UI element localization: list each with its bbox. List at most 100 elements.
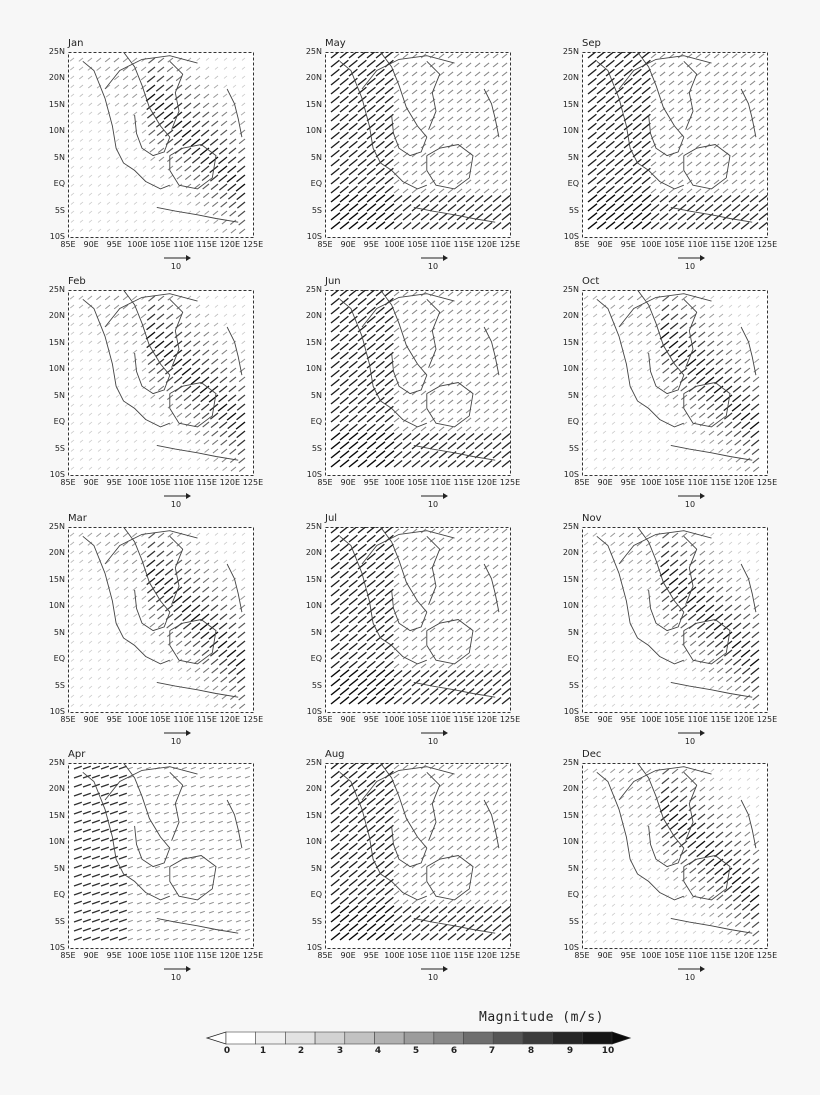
wind-arrow — [587, 77, 597, 86]
lon-tick-label: 90E — [597, 715, 613, 724]
wind-arrow — [638, 867, 643, 871]
wind-arrow — [420, 442, 430, 450]
wind-arrow — [662, 376, 670, 382]
wind-arrow — [87, 304, 93, 309]
wind-arrow — [420, 363, 427, 369]
wind-arrow — [483, 564, 490, 570]
wind-arrow — [97, 694, 102, 698]
wind-arrow — [678, 831, 688, 840]
wind-arrow — [182, 385, 192, 393]
wind-arrow — [185, 658, 192, 664]
wind-arrow — [501, 555, 508, 561]
wind-arrow — [673, 403, 679, 408]
wind-arrow — [611, 349, 616, 353]
wind-arrow — [73, 801, 83, 806]
wind-arrow — [91, 801, 101, 806]
wind-arrow — [411, 80, 418, 86]
wind-arrow — [605, 221, 616, 230]
wind-arrow — [411, 116, 418, 122]
wind-arrow — [614, 59, 624, 68]
wind-arrow — [145, 811, 151, 815]
wind-arrow — [193, 102, 201, 109]
wind-arrow — [584, 831, 589, 835]
wind-arrow — [339, 624, 349, 633]
wind-arrow — [348, 396, 358, 405]
wind-arrow — [465, 836, 472, 842]
wind-arrow — [232, 84, 237, 88]
wind-arrow — [602, 358, 607, 362]
wind-arrow — [492, 818, 499, 824]
wind-arrow — [438, 627, 445, 633]
wind-arrow — [690, 412, 697, 418]
wind-arrow — [402, 899, 409, 905]
wind-arrow — [602, 694, 607, 698]
wind-arrow — [731, 188, 738, 194]
wind-arrow — [623, 52, 633, 59]
lon-tick-label: 125E — [242, 951, 264, 960]
wind-arrow — [100, 882, 110, 887]
wind-arrow — [492, 408, 499, 414]
wind-arrow — [100, 810, 110, 815]
wind-map — [582, 763, 768, 949]
coastline — [483, 326, 500, 376]
wind-arrow — [678, 840, 688, 848]
wind-arrow — [339, 561, 349, 570]
wind-arrow — [230, 466, 237, 472]
wind-arrow — [136, 820, 142, 824]
wind-arrow — [605, 77, 615, 86]
wind-arrow — [411, 107, 418, 113]
wind-arrow — [217, 802, 223, 806]
wind-arrow — [411, 872, 418, 878]
wind-arrow — [402, 318, 409, 324]
wind-arrow — [366, 869, 376, 878]
lon-tick-label: 95E — [363, 240, 379, 249]
wind-arrow — [348, 441, 359, 450]
wind-arrow — [339, 297, 349, 306]
wind-arrow — [402, 845, 409, 851]
wind-arrow — [375, 432, 386, 441]
wind-arrow — [632, 203, 643, 212]
wind-arrow — [232, 295, 237, 299]
wind-arrow — [366, 534, 376, 543]
wind-arrow — [438, 179, 445, 185]
lon-tick-label: 105E — [407, 715, 428, 724]
wind-arrow — [686, 143, 693, 149]
wind-arrow — [79, 367, 84, 371]
wind-arrow — [184, 174, 192, 180]
wind-arrow — [375, 450, 386, 459]
wind-arrow — [79, 111, 84, 115]
wind-arrow — [438, 845, 445, 851]
wind-arrow — [133, 694, 138, 698]
lon-tick-label: 110E — [173, 951, 194, 960]
wind-arrow — [727, 694, 733, 699]
wind-arrow — [366, 459, 377, 468]
wind-arrow — [122, 532, 129, 538]
lat-tick-label: 25N — [48, 522, 65, 531]
wind-arrow — [620, 457, 625, 461]
lon-tick-label: 85E — [574, 478, 590, 487]
wind-arrow — [366, 887, 376, 896]
wind-arrow — [212, 340, 219, 346]
wind-arrow — [584, 640, 589, 644]
wind-arrow — [88, 658, 93, 662]
wind-arrow — [725, 349, 733, 356]
wind-arrow — [722, 631, 733, 640]
wind-arrow — [166, 550, 174, 557]
lon-tick-label: 115E — [710, 478, 731, 487]
wind-arrow — [195, 210, 201, 215]
wind-arrow — [82, 882, 92, 887]
wind-arrow — [147, 541, 156, 549]
wind-arrow — [501, 688, 511, 696]
wind-arrow — [193, 93, 201, 100]
wind-arrow — [429, 546, 436, 552]
wind-arrow — [593, 367, 598, 371]
wind-arrow — [133, 192, 138, 196]
wind-arrow — [740, 179, 747, 185]
wind-arrow — [348, 194, 359, 203]
lon-tick-label: 90E — [83, 715, 99, 724]
wind-arrow — [723, 858, 733, 867]
wind-arrow — [208, 811, 214, 815]
wind-arrow — [705, 604, 715, 613]
wind-arrow — [357, 306, 367, 315]
wind-arrow — [638, 430, 643, 434]
